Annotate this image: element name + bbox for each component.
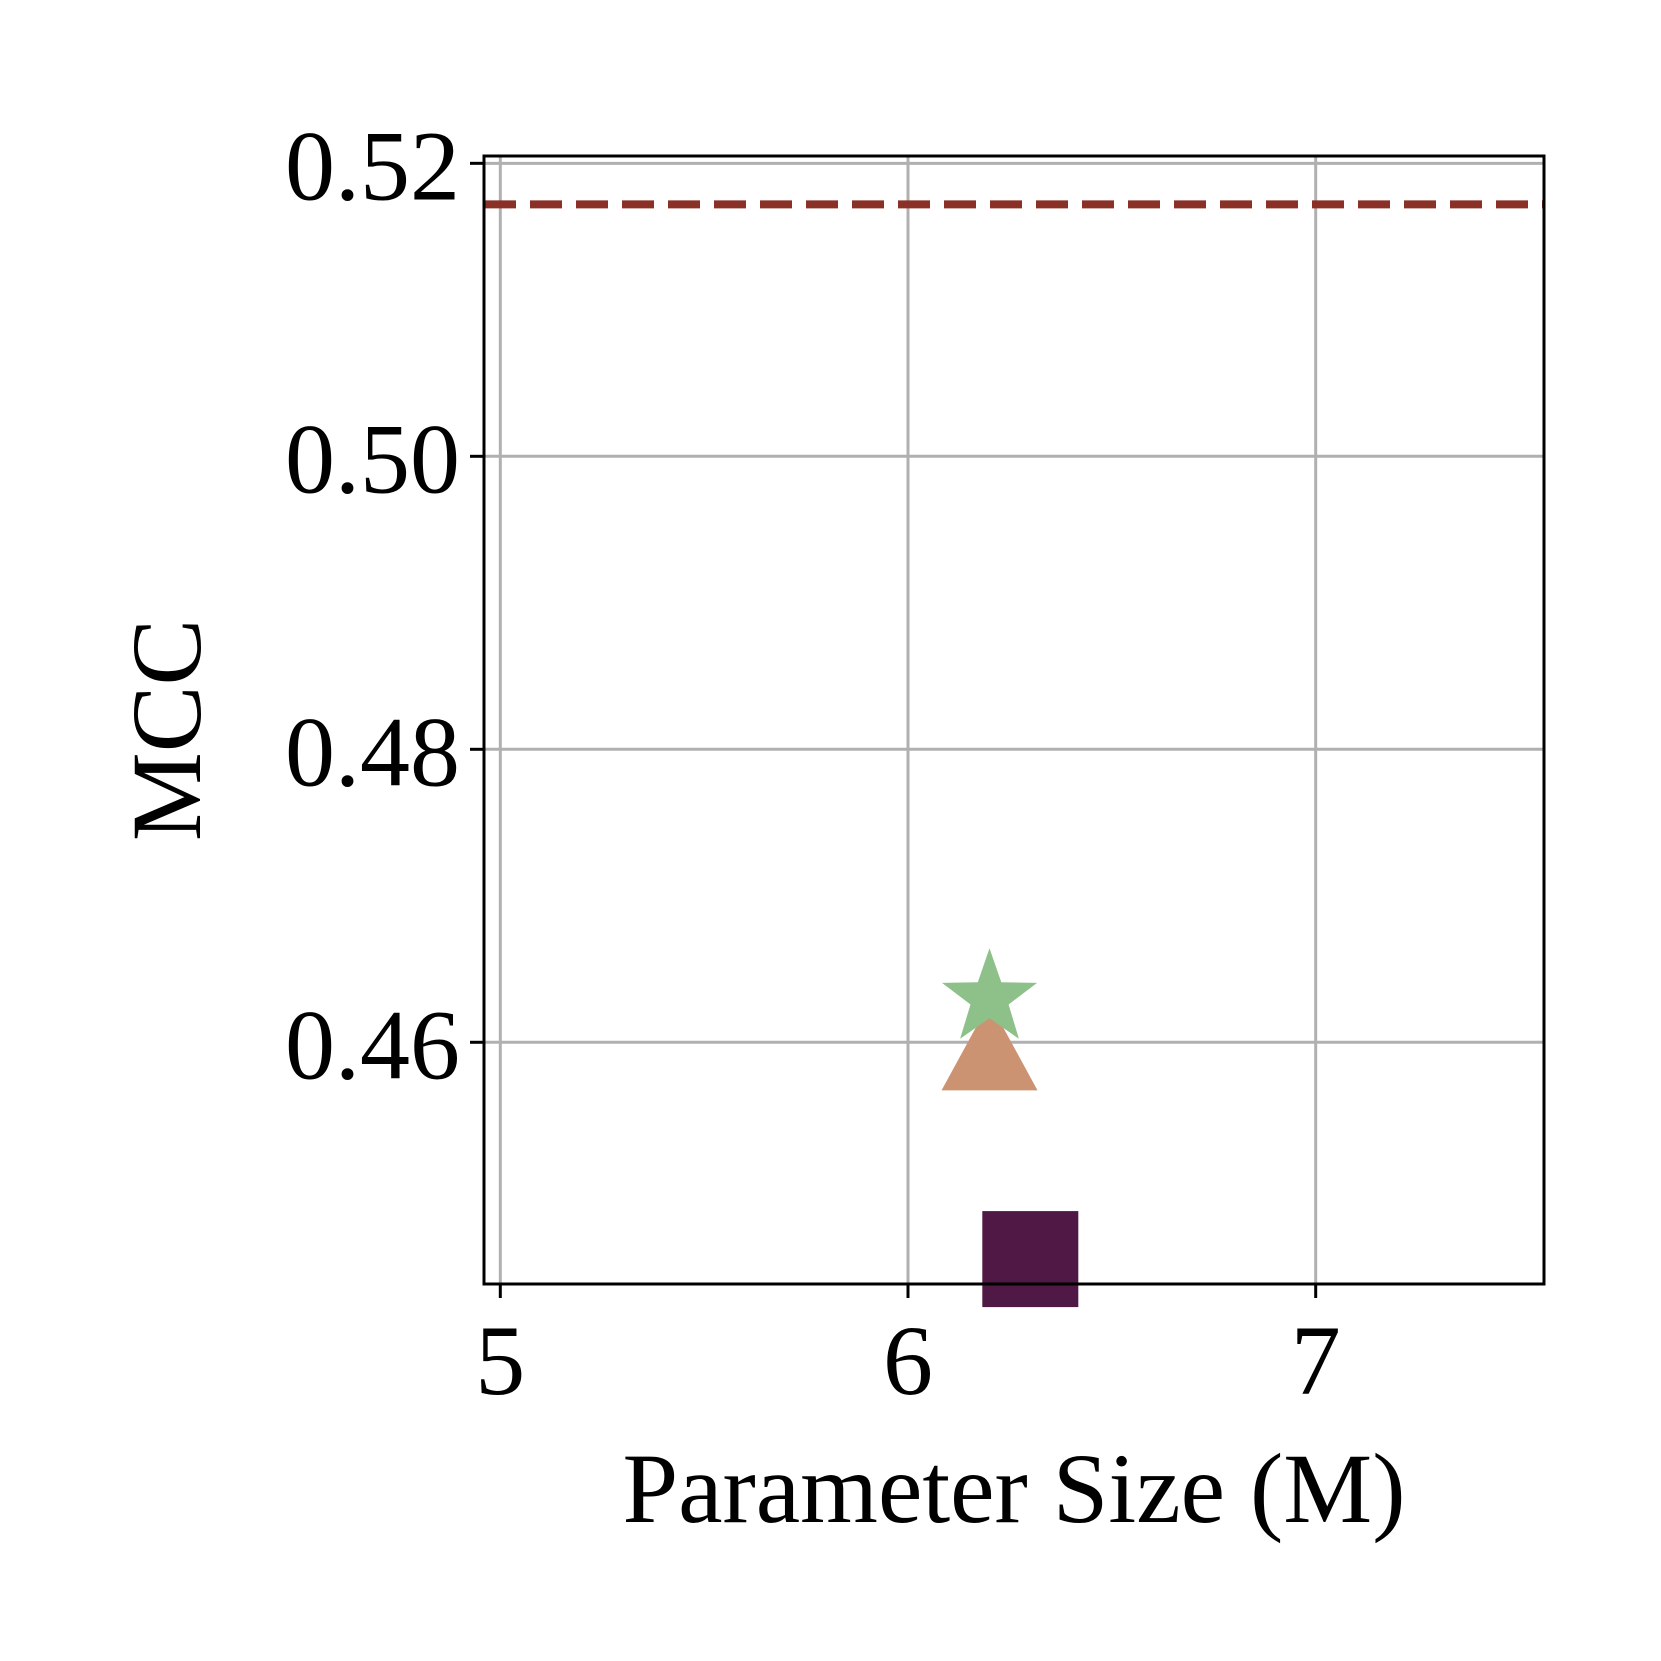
x-tick-label: 7 — [1291, 1305, 1341, 1416]
y-tick-label: 0.48 — [285, 696, 460, 807]
star-marker — [942, 948, 1038, 1039]
plot-frame — [482, 154, 1546, 1286]
square-marker — [982, 1211, 1079, 1308]
y-tick-label: 0.50 — [285, 403, 460, 514]
grid — [484, 156, 1544, 1284]
x-tick-label: 5 — [475, 1305, 525, 1416]
data-markers — [941, 948, 1079, 1308]
x-axis-label: Parameter Size (M) — [622, 1433, 1405, 1544]
y-axis-label: MCC — [111, 619, 222, 841]
triangle-marker — [941, 1002, 1038, 1091]
y-tick-label: 0.52 — [285, 110, 460, 221]
x-tick-label: 6 — [883, 1305, 933, 1416]
ticks: 5 6 7 0.46 0.48 0.50 0.52 — [285, 110, 1341, 1416]
y-tick-label: 0.46 — [285, 989, 460, 1100]
